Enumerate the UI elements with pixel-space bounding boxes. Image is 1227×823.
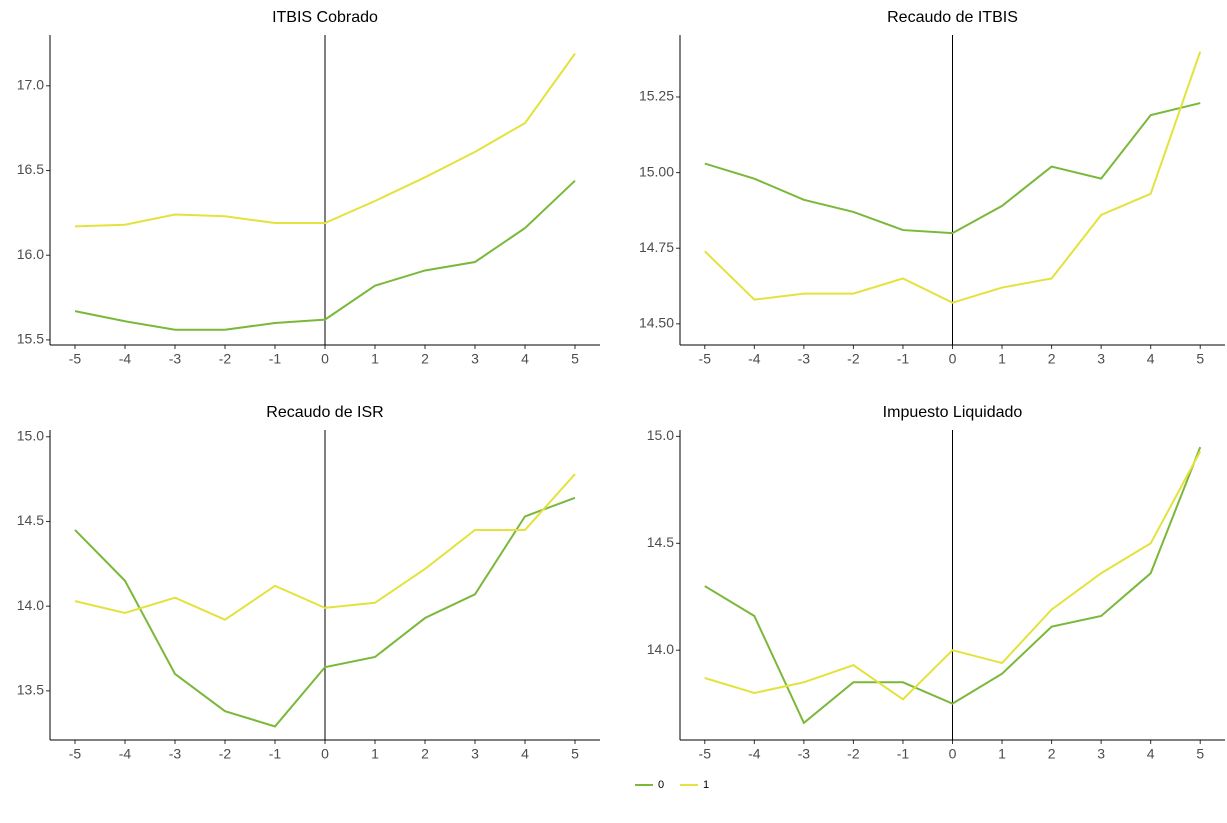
y-tick-label: 14.5 — [647, 534, 674, 550]
y-tick-label: 14.0 — [647, 641, 674, 657]
y-tick-label: 16.5 — [17, 161, 44, 177]
series-line — [704, 51, 1202, 304]
y-tick-label: 15.0 — [17, 427, 44, 443]
x-tick-label: 1 — [998, 351, 1006, 367]
x-tick-label: -1 — [897, 351, 910, 367]
x-tick-label: -3 — [169, 351, 182, 367]
y-tick-label: 15.5 — [17, 331, 44, 347]
y-tick-label: 14.50 — [639, 315, 674, 331]
x-tick-label: -4 — [119, 351, 132, 367]
x-tick-label: 5 — [1196, 351, 1204, 367]
y-tick-label: 14.5 — [17, 512, 44, 528]
series-line — [74, 179, 576, 331]
x-tick-label: 0 — [321, 746, 329, 762]
x-tick-label: 5 — [571, 351, 579, 367]
x-tick-label: 4 — [521, 351, 529, 367]
x-tick-label: 3 — [1097, 746, 1105, 762]
legend-label: 0 — [658, 779, 664, 791]
x-tick-label: -5 — [699, 351, 712, 367]
x-tick-label: -1 — [897, 746, 910, 762]
x-tick-label: -5 — [699, 746, 712, 762]
chart-title: Recaudo de ITBIS — [887, 9, 1018, 26]
x-tick-label: -2 — [219, 351, 232, 367]
x-tick-label: 4 — [1147, 746, 1155, 762]
x-tick-label: 1 — [998, 746, 1006, 762]
x-tick-label: 2 — [421, 746, 429, 762]
x-tick-label: -1 — [269, 351, 282, 367]
y-tick-label: 16.0 — [17, 246, 44, 262]
series-line — [74, 496, 576, 728]
x-tick-label: 4 — [1147, 351, 1155, 367]
x-tick-label: 2 — [1048, 351, 1056, 367]
x-tick-label: -3 — [798, 351, 811, 367]
x-tick-label: -2 — [847, 746, 860, 762]
y-tick-label: 15.0 — [647, 427, 674, 443]
x-tick-label: 2 — [1048, 746, 1056, 762]
x-tick-label: 0 — [949, 746, 957, 762]
x-tick-label: 5 — [571, 746, 579, 762]
x-tick-label: -1 — [269, 746, 282, 762]
series-line — [704, 450, 1202, 701]
series-line — [704, 446, 1202, 725]
x-tick-label: 0 — [321, 351, 329, 367]
series-line — [74, 53, 576, 228]
series-line — [704, 102, 1201, 235]
x-tick-label: 4 — [521, 746, 529, 762]
x-tick-label: 3 — [1097, 351, 1105, 367]
x-tick-label: 1 — [371, 746, 379, 762]
y-tick-label: 14.0 — [17, 597, 44, 613]
x-tick-label: -3 — [169, 746, 182, 762]
x-tick-label: 5 — [1196, 746, 1204, 762]
series-line — [74, 473, 576, 621]
chart-title: Recaudo de ISR — [266, 404, 383, 421]
chart-title: Impuesto Liquidado — [883, 404, 1023, 421]
y-tick-label: 17.0 — [17, 77, 44, 93]
y-tick-label: 13.5 — [17, 682, 44, 698]
x-tick-label: -4 — [748, 746, 761, 762]
y-tick-label: 15.25 — [639, 88, 674, 104]
x-tick-label: 0 — [949, 351, 957, 367]
x-tick-label: -4 — [119, 746, 132, 762]
x-tick-label: 3 — [471, 746, 479, 762]
x-tick-label: 1 — [371, 351, 379, 367]
x-tick-label: -5 — [69, 351, 82, 367]
x-tick-label: -3 — [798, 746, 811, 762]
x-tick-label: 3 — [471, 351, 479, 367]
x-tick-label: 2 — [421, 351, 429, 367]
x-tick-label: -2 — [219, 746, 232, 762]
y-tick-label: 14.75 — [639, 239, 674, 255]
x-tick-label: -5 — [69, 746, 82, 762]
y-tick-label: 15.00 — [639, 163, 674, 179]
x-tick-label: -4 — [748, 351, 761, 367]
chart-title: ITBIS Cobrado — [272, 9, 378, 26]
legend-label: 1 — [703, 779, 709, 791]
x-tick-label: -2 — [847, 351, 860, 367]
